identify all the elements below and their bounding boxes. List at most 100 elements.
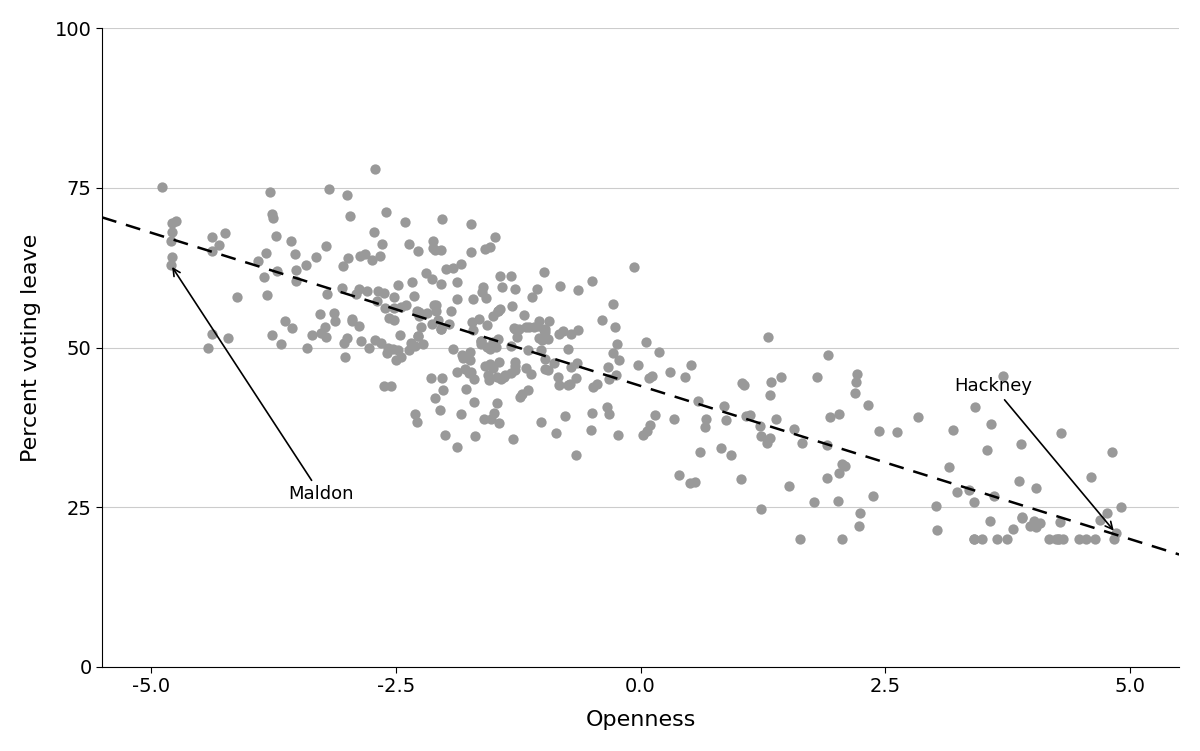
Point [487,371,506,383]
Point [761,432,780,444]
Point [422,318,442,330]
Point [312,327,331,339]
Point [409,310,428,322]
X-axis label: Openness: Openness [586,710,696,730]
Point [680,477,700,489]
Point [480,358,499,370]
Point [350,250,370,262]
Point [431,403,450,415]
Point [448,276,467,288]
Point [696,413,715,425]
Point [454,352,473,364]
Point [1069,533,1088,545]
Point [980,515,1000,527]
Point [568,357,587,369]
Point [484,362,503,374]
Point [529,333,548,345]
Point [716,414,736,426]
Point [965,400,984,412]
Point [506,364,526,376]
Point [463,316,482,328]
Point [464,372,484,385]
Point [480,241,499,253]
Point [629,360,648,372]
Point [218,333,238,345]
Point [320,183,340,195]
Point [337,332,356,344]
Point [947,486,966,498]
Point [400,344,419,356]
Point [475,360,494,372]
Point [282,322,301,334]
Point [1027,482,1046,494]
Point [167,215,186,227]
Point [829,495,848,507]
Point [908,412,928,424]
Point [592,314,611,326]
Point [988,533,1007,545]
Point [448,441,467,453]
Point [436,429,455,441]
Point [268,265,287,277]
Point [425,300,444,312]
Point [521,367,540,379]
Point [1027,521,1046,533]
Point [734,379,754,391]
Point [433,372,452,384]
Point [396,216,415,228]
Point [216,228,235,240]
Point [400,238,419,250]
Point [715,400,734,412]
Point [461,346,480,358]
Point [439,318,458,330]
Point [318,288,337,300]
Point [352,336,371,348]
Point [482,413,502,425]
Point [365,226,384,238]
Point [732,378,751,390]
Point [550,328,569,340]
Point [600,408,619,420]
Point [444,342,463,354]
Point [389,279,408,291]
Point [1112,502,1132,514]
Point [494,371,514,383]
Point [604,346,623,358]
Point [1049,533,1068,545]
Point [505,283,524,295]
Point [372,337,391,349]
Point [316,331,335,343]
Point [817,439,836,451]
Point [462,246,481,258]
Point [485,406,504,418]
Point [486,231,505,243]
Point [254,271,274,283]
Point [604,298,623,310]
Point [758,331,778,343]
Point [685,476,704,488]
Point [532,334,551,346]
Point [508,330,527,342]
Point [461,366,480,378]
Point [793,436,812,448]
Point [350,319,370,331]
Point [248,255,268,267]
Point [203,231,222,243]
Point [649,346,668,358]
Point [562,327,581,339]
Point [372,238,391,250]
Point [492,281,511,293]
Point [605,321,624,333]
Point [426,243,445,255]
Point [492,372,511,385]
Point [599,361,618,373]
Point [414,339,433,351]
Point [959,484,978,496]
Point [637,425,656,437]
Point [640,372,659,385]
Point [977,444,996,456]
Point [161,234,180,246]
Point [607,338,626,350]
Point [296,259,316,271]
Point [1013,511,1032,523]
